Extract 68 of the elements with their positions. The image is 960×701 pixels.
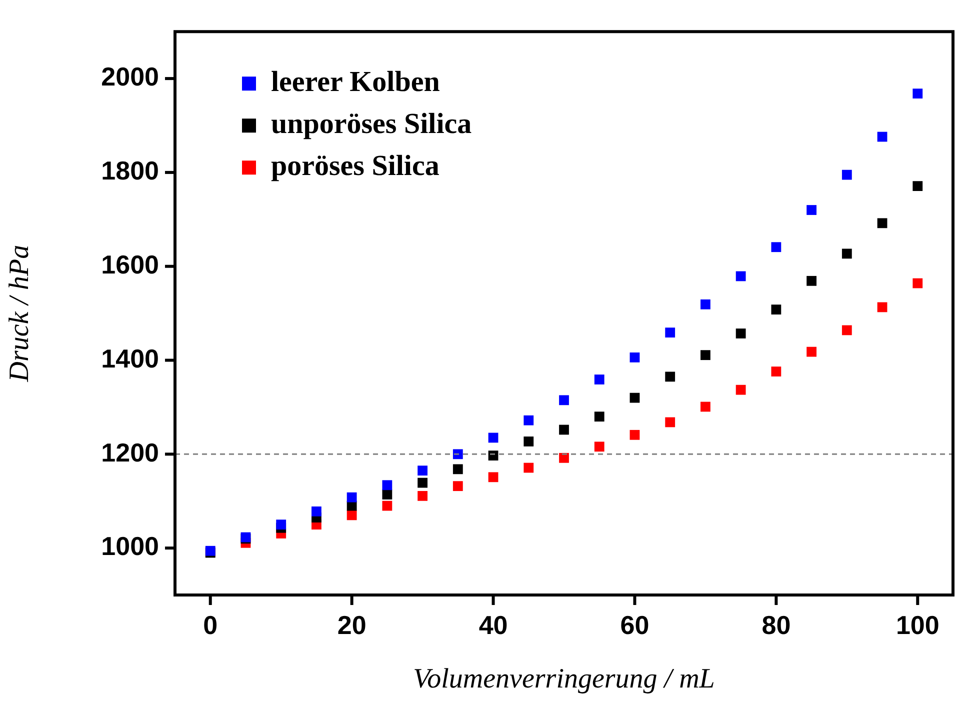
x-tick-label: 0: [203, 610, 218, 640]
point: [418, 466, 428, 476]
point: [346, 510, 357, 520]
x-tick-label: 100: [896, 610, 940, 640]
point: [382, 490, 392, 500]
x-tick-label: 40: [478, 610, 508, 640]
point: [452, 449, 463, 460]
point: [806, 346, 816, 357]
legend-label: poröses Silica: [271, 150, 440, 182]
point: [912, 88, 923, 99]
point: [912, 278, 923, 288]
point: [418, 478, 428, 488]
point: [559, 452, 569, 463]
point: [630, 392, 640, 403]
y-tick-label: 2000: [101, 62, 159, 92]
point: [771, 304, 782, 314]
point: [488, 472, 498, 482]
point: [665, 417, 676, 428]
point: [877, 218, 888, 228]
point: [452, 481, 463, 492]
point: [594, 442, 604, 452]
x-tick-label: 80: [762, 610, 791, 640]
y-tick-label: 1400: [101, 343, 159, 374]
x-tick-label: 20: [337, 610, 366, 640]
point: [700, 350, 710, 360]
point: [842, 170, 852, 180]
point: [594, 374, 604, 384]
point: [452, 464, 463, 474]
point: [665, 372, 676, 382]
point: [312, 506, 322, 516]
x-tick-label: 60: [620, 610, 650, 640]
x-axis-title: Volumenverringerung / mL: [413, 664, 715, 695]
point: [488, 432, 498, 443]
point: [346, 492, 357, 502]
point: [630, 352, 640, 362]
point: [912, 181, 923, 192]
point: [418, 490, 428, 501]
point: [736, 384, 746, 395]
point: [559, 395, 569, 406]
point: [877, 302, 888, 312]
point: [736, 271, 746, 282]
point: [736, 328, 746, 338]
point: [594, 412, 604, 422]
point: [700, 299, 710, 310]
point: [806, 205, 816, 215]
point: [382, 480, 392, 490]
y-tick-label: 1600: [101, 250, 159, 280]
point: [877, 132, 888, 142]
point: [842, 248, 852, 259]
point: [524, 415, 534, 426]
point: [276, 520, 286, 530]
y-tick-label: 1800: [101, 156, 159, 186]
legend-label: unporöses Silica: [271, 108, 472, 140]
point: [665, 328, 676, 338]
point: [842, 325, 852, 336]
y-axis-title: Druck / hPa: [4, 244, 36, 383]
point: [771, 366, 782, 376]
point: [559, 424, 569, 435]
point: [771, 242, 782, 252]
y-tick-label: 1200: [101, 437, 159, 468]
point: [524, 436, 534, 446]
legend-label: leerer Kolben: [271, 66, 440, 98]
point: [806, 276, 816, 286]
point: [700, 402, 710, 412]
point: [382, 500, 392, 511]
point: [630, 430, 640, 440]
point: [524, 462, 534, 473]
y-tick-label: 1000: [101, 531, 159, 562]
